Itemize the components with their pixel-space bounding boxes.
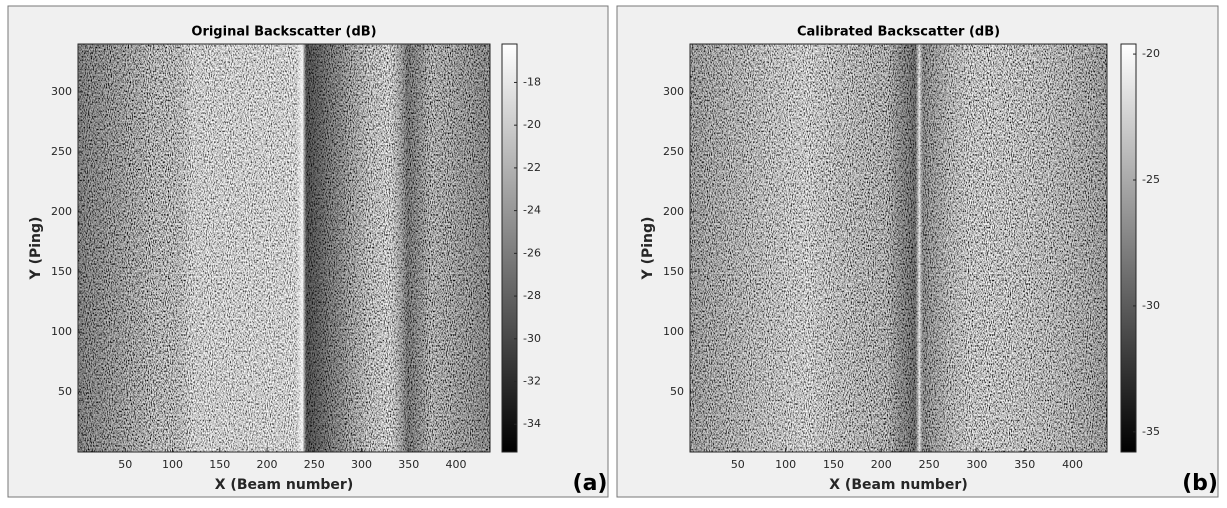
colorbar-tick-label: -34 xyxy=(523,417,541,430)
image-bands xyxy=(690,44,1107,452)
y-tick-label: 100 xyxy=(663,325,684,338)
x-tick-label: 350 xyxy=(1014,458,1035,471)
x-tick-label: 200 xyxy=(256,458,277,471)
panel-label: (b) xyxy=(1182,471,1218,496)
colorbar-tick-label: -28 xyxy=(523,289,541,302)
x-tick-label: 300 xyxy=(966,458,987,471)
y-tick-label: 250 xyxy=(663,145,684,158)
x-axis-label: X (Beam number) xyxy=(215,477,353,493)
y-tick-label: 150 xyxy=(51,265,72,278)
x-tick-label: 150 xyxy=(823,458,844,471)
colorbar-tick-label: -18 xyxy=(523,75,541,88)
colorbar-tick-label: -20 xyxy=(1142,47,1160,60)
x-tick-label: 50 xyxy=(731,458,745,471)
y-tick-label: 200 xyxy=(51,205,72,218)
y-tick-label: 200 xyxy=(663,205,684,218)
x-tick-label: 400 xyxy=(1062,458,1083,471)
colorbar-tick-label: -24 xyxy=(523,204,541,217)
x-tick-label: 250 xyxy=(919,458,940,471)
y-tick-label: 300 xyxy=(51,85,72,98)
y-tick-label: 100 xyxy=(51,325,72,338)
x-tick-label: 100 xyxy=(162,458,183,471)
colorbar-tick-label: -22 xyxy=(523,161,541,174)
axes-box xyxy=(77,43,491,453)
x-tick-label: 400 xyxy=(445,458,466,471)
y-axis-label: Y (Ping) xyxy=(640,217,656,281)
x-tick-label: 200 xyxy=(871,458,892,471)
panel-label: (a) xyxy=(573,471,608,496)
colorbar-tick-label: -20 xyxy=(523,118,541,131)
y-tick-label: 300 xyxy=(663,85,684,98)
colorbar-tick-label: -26 xyxy=(523,246,541,259)
colorbar xyxy=(1120,43,1137,453)
colorbar-tick-label: -30 xyxy=(1142,299,1160,312)
y-axis-label: Y (Ping) xyxy=(28,217,44,281)
colorbar-tick-label: -35 xyxy=(1142,425,1160,438)
x-tick-label: 150 xyxy=(209,458,230,471)
x-tick-label: 350 xyxy=(398,458,419,471)
y-tick-label: 150 xyxy=(663,265,684,278)
x-tick-label: 50 xyxy=(118,458,132,471)
y-tick-label: 50 xyxy=(670,385,684,398)
x-tick-label: 100 xyxy=(775,458,796,471)
colorbar xyxy=(501,43,518,453)
colorbar-tick-label: -25 xyxy=(1142,173,1160,186)
y-tick-label: 50 xyxy=(58,385,72,398)
colorbar-tick-label: -32 xyxy=(523,375,541,388)
axes-box xyxy=(689,43,1108,453)
x-tick-label: 300 xyxy=(351,458,372,471)
x-axis-label: X (Beam number) xyxy=(829,477,967,493)
chart-title: Original Backscatter (dB) xyxy=(191,25,376,40)
y-tick-label: 250 xyxy=(51,145,72,158)
image-bands xyxy=(78,44,490,452)
chart-title: Calibrated Backscatter (dB) xyxy=(797,25,1000,40)
x-tick-label: 250 xyxy=(304,458,325,471)
colorbar-tick-label: -30 xyxy=(523,332,541,345)
